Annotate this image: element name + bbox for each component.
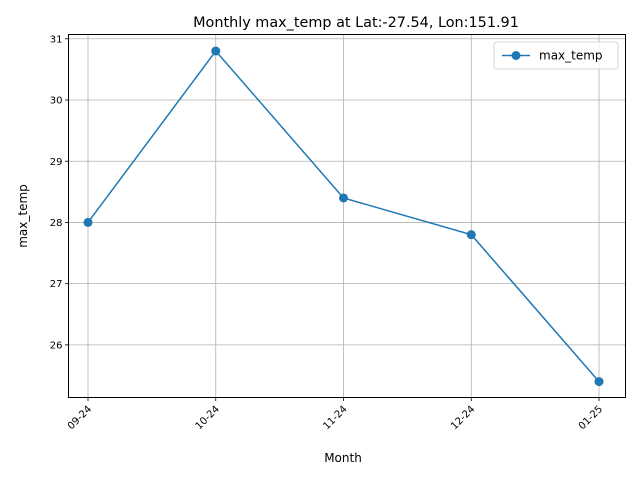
- plot-area-frame: [68, 34, 626, 398]
- legend-label: max_temp: [539, 49, 603, 63]
- legend: max_temp: [493, 41, 619, 70]
- data-point: [594, 377, 604, 387]
- series-layer: [83, 46, 604, 387]
- chart-title: Monthly max_temp at Lat:-27.54, Lon:151.…: [193, 15, 519, 31]
- y-axis: 26 27 28 29 30 31: [50, 34, 69, 351]
- y-tick-label: 28: [50, 218, 63, 229]
- x-axis-label: Month: [324, 451, 362, 465]
- y-tick-label: 26: [50, 340, 63, 351]
- grid-lines: [68, 34, 626, 398]
- x-tick-label: 12-24: [449, 404, 477, 432]
- y-axis-label: max_temp: [16, 184, 30, 248]
- data-point: [211, 46, 221, 56]
- y-tick-label: 31: [50, 34, 63, 45]
- x-tick-label: 09-24: [66, 404, 94, 432]
- x-tick-label: 10-24: [194, 404, 222, 432]
- x-tick-label: 11-24: [321, 404, 349, 432]
- y-tick-label: 29: [50, 157, 63, 168]
- data-point: [339, 193, 348, 203]
- data-point: [466, 230, 476, 240]
- legend-box: [493, 41, 619, 70]
- legend-marker: [511, 51, 521, 60]
- y-tick-label: 27: [50, 279, 63, 290]
- x-tick-label: 01-25: [577, 404, 605, 432]
- data-point: [83, 217, 93, 227]
- x-axis: 09-24 10-24 11-24 12-24 01-25: [66, 397, 605, 432]
- y-tick-label: 30: [50, 96, 63, 107]
